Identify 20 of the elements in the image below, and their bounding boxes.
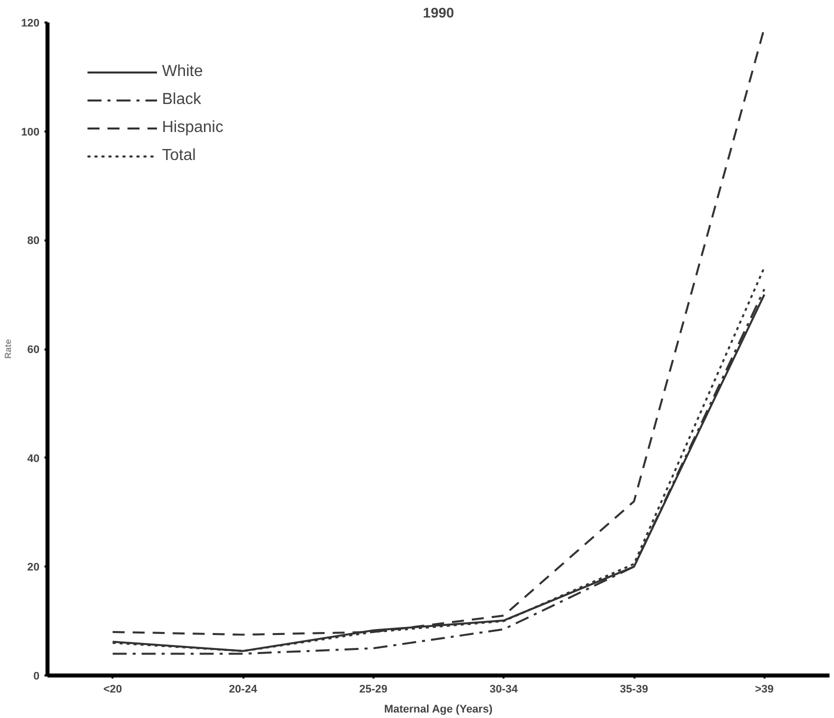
y-tick-label: 100 [21, 126, 40, 138]
x-axis-title: Maternal Age (Years) [384, 704, 493, 716]
chart-title: 1990 [422, 4, 454, 20]
x-tick-label: 20-24 [228, 684, 258, 696]
x-tick-label: >39 [755, 684, 774, 696]
x-tick-label: 35-39 [620, 684, 648, 696]
legend-label: Total [162, 147, 196, 165]
y-tick-label: 60 [27, 344, 40, 356]
x-tick-label: 30-34 [490, 684, 519, 696]
y-tick-label: 20 [27, 562, 40, 574]
legend-label: White [162, 63, 203, 81]
y-tick-label: 120 [21, 18, 40, 30]
y-axis-title: Rate [3, 339, 14, 359]
legend-label: Hispanic [162, 119, 224, 137]
y-tick-label: 40 [27, 452, 40, 465]
x-tick-label: <20 [103, 684, 122, 696]
y-tick-label: 80 [27, 235, 40, 248]
y-tick-label: 0 [33, 670, 40, 682]
x-tick-label: 25-29 [359, 684, 388, 696]
legend-label: Black [162, 91, 202, 109]
